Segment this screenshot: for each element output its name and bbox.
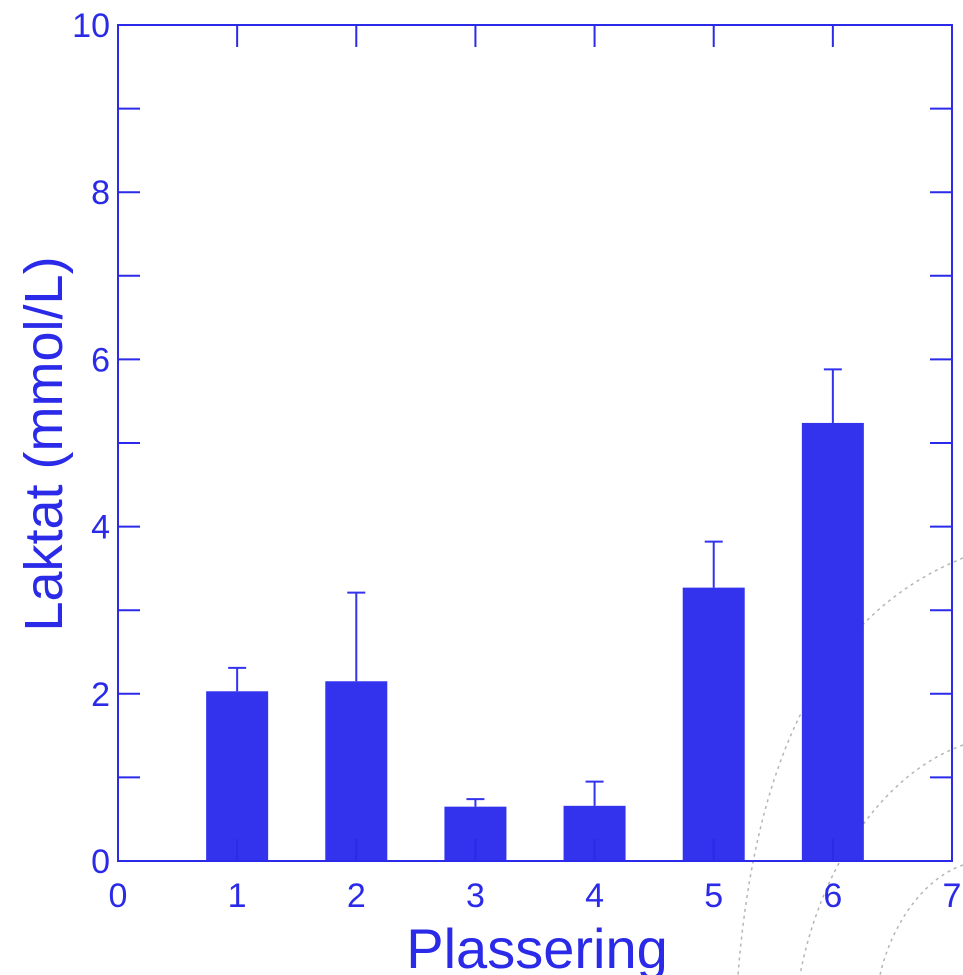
y-tick-label: 8 xyxy=(91,174,110,212)
x-axis-title: Plassering xyxy=(406,917,667,975)
bar-1 xyxy=(206,691,269,861)
x-tick-label: 0 xyxy=(109,877,128,915)
x-tick-label: 5 xyxy=(704,877,723,915)
x-tick-label: 1 xyxy=(228,877,247,915)
y-tick-label: 6 xyxy=(91,341,110,379)
y-tick-label: 4 xyxy=(91,509,110,547)
y-tick-label: 0 xyxy=(91,843,110,881)
x-tick-label: 2 xyxy=(347,877,366,915)
y-tick-label: 2 xyxy=(91,676,110,714)
bars xyxy=(206,422,864,861)
x-tick-label: 4 xyxy=(585,877,604,915)
bar-5 xyxy=(682,587,745,861)
error-bar-3 xyxy=(466,798,485,807)
error-bar-2 xyxy=(347,591,366,682)
error-bar-6 xyxy=(823,368,842,423)
x-tick-label: 7 xyxy=(943,877,962,915)
y-axis-title: Laktat (mmol/L) xyxy=(14,256,74,631)
y-tick-label: 10 xyxy=(72,7,110,45)
error-bar-4 xyxy=(585,780,604,806)
x-tick-label: 6 xyxy=(823,877,842,915)
error-bar-5 xyxy=(704,540,723,588)
error-bars xyxy=(228,368,842,807)
bar-2 xyxy=(325,681,388,861)
ticks xyxy=(117,24,953,862)
x-tick-label: 3 xyxy=(466,877,485,915)
bar-6 xyxy=(801,422,864,861)
tick-labels: 0 1 2 3 4 5 6 7 0 2 4 6 8 10 xyxy=(72,7,961,915)
error-bar-1 xyxy=(228,666,247,692)
